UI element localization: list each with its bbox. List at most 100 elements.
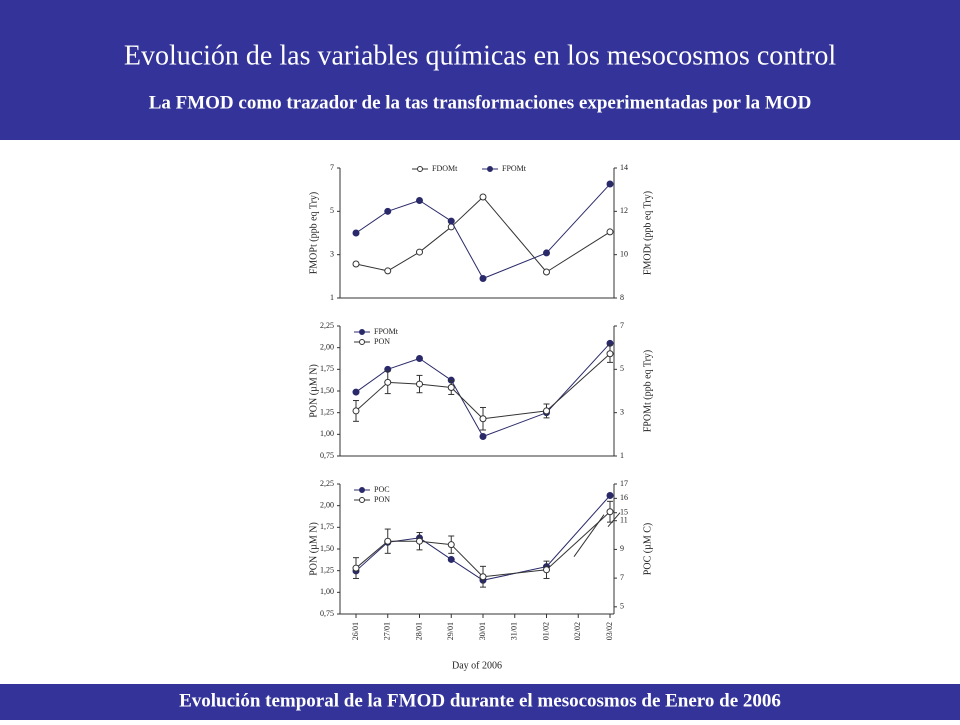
- x-tick-label: 27/01: [383, 622, 392, 640]
- series-segment: [419, 358, 452, 381]
- y-tick-label: 2,25: [320, 321, 334, 330]
- series-segment: [546, 511, 611, 571]
- title: Evolución de las variables químicas en l…: [124, 40, 837, 71]
- y2-tick-label: 5: [620, 602, 624, 611]
- axis-break: [607, 512, 621, 528]
- series-segment: [546, 495, 611, 567]
- series-segment: [355, 368, 389, 393]
- x-tick-label: 31/01: [510, 622, 519, 640]
- series-segment: [482, 412, 547, 437]
- data-point: [479, 433, 487, 440]
- data-point: [447, 555, 455, 563]
- series-segment: [387, 251, 420, 272]
- legend-marker: [359, 487, 365, 493]
- series-segment: [546, 353, 611, 412]
- data-point: [384, 267, 392, 275]
- data-point: [384, 378, 392, 386]
- x-tick-label: 01/02: [541, 622, 550, 640]
- legend-label: PON: [374, 337, 390, 346]
- data-point: [543, 407, 550, 415]
- data-point: [606, 228, 614, 236]
- data-point: [352, 407, 360, 415]
- series-segment: [355, 381, 389, 412]
- x-tick-label: 29/01: [446, 622, 455, 640]
- footer-band: [0, 684, 960, 720]
- series-segment: [355, 541, 389, 572]
- series-segment: [387, 381, 420, 385]
- y-tick-label: 1,25: [320, 565, 334, 574]
- x-axis-label: Day of 2006: [452, 660, 502, 671]
- x-tick-label: 03/02: [605, 622, 614, 640]
- y-tick-label: 1,50: [320, 544, 334, 553]
- series-segment: [387, 200, 420, 212]
- series-segment: [450, 379, 484, 437]
- x-tick-label: 30/01: [478, 622, 487, 640]
- series-segment: [482, 410, 547, 420]
- data-point: [416, 355, 423, 362]
- y2-tick-label: 9: [620, 544, 624, 553]
- y-tick-label: 1: [330, 293, 334, 302]
- data-point: [352, 260, 360, 268]
- y-tick-label: 5: [330, 206, 334, 215]
- y2-tick-label: 8: [620, 293, 624, 302]
- series-segment: [355, 540, 389, 569]
- series-segment: [482, 569, 547, 578]
- data-point: [606, 508, 614, 516]
- y-tick-label: 2,25: [320, 479, 334, 488]
- y2-axis-label: FPOMt (ppb eq Try): [642, 350, 653, 433]
- y-tick-label: 0,75: [320, 609, 334, 618]
- y2-tick-label: 12: [620, 206, 628, 215]
- data-point: [384, 207, 392, 215]
- y-axis-label: PON (µM N): [308, 522, 319, 576]
- legend-label: FPOMt: [374, 327, 399, 336]
- y-tick-label: 1,75: [320, 522, 334, 531]
- data-point: [606, 180, 614, 188]
- data-point: [606, 350, 614, 358]
- y-axis-label: FMOPt (ppb eq Try): [308, 192, 319, 275]
- subtitle: La FMOD como trazador de la tas transfor…: [149, 92, 812, 113]
- x-tick-label: 26/01: [351, 622, 360, 640]
- series-segment: [450, 559, 484, 581]
- data-point: [416, 380, 423, 388]
- y2-tick-label: 14: [620, 163, 628, 172]
- data-point: [416, 537, 423, 545]
- legend-marker: [417, 166, 423, 172]
- series-segment: [482, 196, 547, 273]
- data-point: [447, 217, 455, 225]
- y-tick-label: 0,75: [320, 451, 334, 460]
- y2-tick-label: 11: [620, 516, 628, 525]
- series-segment: [482, 252, 547, 279]
- x-tick-label: 02/02: [573, 622, 582, 640]
- legend-label: POC: [374, 485, 390, 494]
- data-point: [479, 573, 487, 581]
- series-segment: [355, 263, 388, 272]
- y-tick-label: 2,00: [320, 500, 334, 509]
- series-segment: [355, 210, 389, 234]
- series-segment: [450, 220, 484, 279]
- y2-axis-label: FMODt (ppb eq Try): [642, 191, 653, 275]
- data-point: [416, 197, 423, 204]
- legend-label: FPOMt: [502, 164, 527, 173]
- data-point: [543, 566, 550, 574]
- series-segment: [419, 537, 452, 560]
- y2-tick-label: 5: [620, 364, 624, 373]
- data-point: [447, 384, 455, 392]
- data-point: [416, 248, 423, 256]
- y2-tick-label: 1: [620, 451, 624, 460]
- data-point: [352, 388, 360, 396]
- data-point: [479, 415, 487, 423]
- y-tick-label: 1,50: [320, 386, 334, 395]
- y2-axis-label: POC (µM C): [642, 523, 653, 575]
- y-tick-label: 7: [330, 163, 334, 172]
- series-segment: [450, 196, 484, 228]
- legend-label: FDOMt: [432, 164, 458, 173]
- y2-tick-label: 17: [620, 479, 628, 488]
- legend-marker: [359, 497, 365, 503]
- header-band: [0, 0, 960, 140]
- x-tick-label: 28/01: [414, 622, 423, 640]
- y2-tick-label: 10: [620, 249, 628, 258]
- data-point: [447, 541, 455, 549]
- data-point: [606, 491, 614, 499]
- series-segment: [450, 387, 484, 420]
